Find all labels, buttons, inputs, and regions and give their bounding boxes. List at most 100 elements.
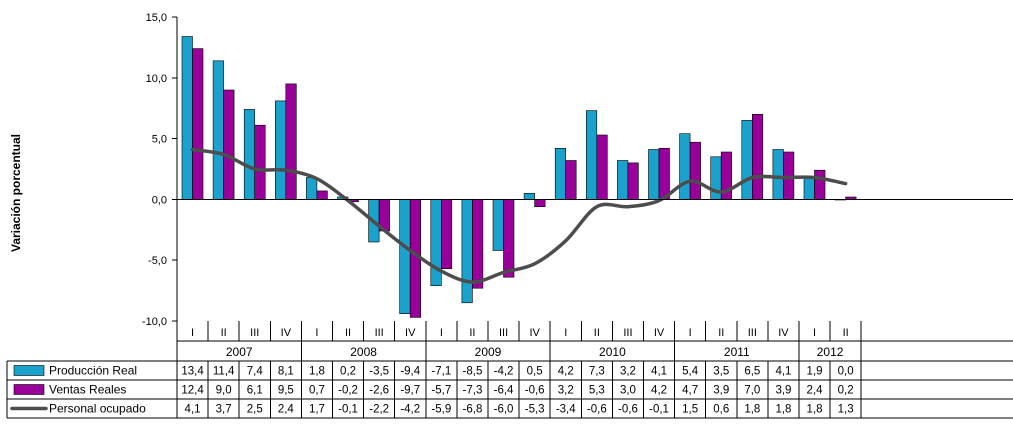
quarter-label: I [813, 327, 816, 339]
data-label: -9,4 [400, 366, 420, 378]
bar [596, 134, 608, 200]
data-label: 4,2 [651, 385, 667, 397]
data-label: -0,2 [338, 385, 358, 397]
y-tick-label: 10,0 [146, 73, 167, 85]
legend-swatch [13, 384, 45, 395]
data-label: -2,2 [369, 404, 389, 416]
data-label: 9,5 [278, 385, 294, 397]
data-label: 13,4 [181, 366, 204, 378]
data-label: 0,7 [309, 385, 325, 397]
bar [306, 177, 318, 200]
year-label: 2007 [226, 345, 253, 359]
bar [648, 149, 660, 200]
y-tick-label: -10,0 [142, 316, 167, 328]
year-label: 2011 [724, 345, 750, 359]
bar [285, 83, 297, 200]
data-label: 3,5 [713, 366, 729, 378]
bar [523, 193, 535, 200]
quarter-label: IV [654, 327, 665, 339]
bar [316, 190, 328, 200]
bar [679, 133, 691, 200]
data-label: 3,7 [216, 404, 232, 416]
data-label: -0,6 [525, 385, 545, 397]
data-label: 3,9 [775, 385, 791, 397]
data-label: 7,0 [744, 385, 760, 397]
data-label: -9,7 [400, 385, 420, 397]
data-label: 1,8 [744, 404, 760, 416]
data-label: -0,6 [618, 404, 638, 416]
quarter-label: IV [281, 327, 292, 339]
data-label: 4,1 [651, 366, 667, 378]
data-label: -2,6 [369, 385, 389, 397]
bar [274, 100, 287, 200]
axes [172, 16, 1013, 418]
data-label: 1,3 [838, 404, 854, 416]
data-label: 3,0 [620, 385, 636, 397]
quarter-label: II [594, 327, 600, 339]
data-label: 0,2 [340, 366, 356, 378]
bar [658, 148, 670, 200]
y-tick-label: 5,0 [152, 134, 167, 146]
bar [689, 141, 701, 200]
data-label: 9,0 [216, 385, 232, 397]
quarter-label: I [191, 327, 194, 339]
legend-swatch [13, 365, 45, 376]
bar [472, 199, 484, 289]
legend-label: Producción Real [49, 364, 137, 378]
bar [751, 114, 764, 200]
data-label: 8,1 [278, 366, 294, 378]
bar [430, 199, 442, 286]
data-label: 1,7 [309, 404, 325, 416]
data-label: 1,5 [682, 404, 698, 416]
bar [803, 176, 815, 200]
data-label: 12,4 [181, 385, 204, 397]
data-label: 5,3 [589, 385, 605, 397]
bar [627, 162, 639, 200]
data-label: -4,2 [494, 366, 514, 378]
bar [534, 199, 546, 207]
y-tick-label: 0,0 [152, 194, 167, 206]
bar [814, 169, 826, 200]
data-label: 1,9 [807, 366, 823, 378]
data-label: 7,3 [589, 366, 605, 378]
data-label: 4,7 [682, 385, 698, 397]
quarter-label: IV [405, 327, 416, 339]
bar [223, 89, 235, 200]
quarter-label: III [250, 327, 259, 339]
data-label: 1,8 [309, 366, 325, 378]
y-tick-label: 15,0 [146, 12, 167, 24]
quarter-label: III [375, 327, 384, 339]
quarter-label: IV [529, 327, 540, 339]
quarter-label: III [623, 327, 632, 339]
bar [192, 48, 204, 200]
data-label: 6,5 [744, 366, 760, 378]
quarter-label: I [440, 327, 443, 339]
data-label: -6,0 [494, 404, 514, 416]
quarter-label: I [689, 327, 692, 339]
bars [181, 36, 857, 318]
labels: Variación porcentual 15,0 10,0 5,0 0,0 -5,0 -… [9, 12, 854, 416]
data-label: 6,1 [247, 385, 263, 397]
bar [585, 110, 598, 200]
data-label: 3,9 [713, 385, 729, 397]
bar [554, 148, 567, 200]
data-label: 4,2 [558, 366, 574, 378]
data-label: -6,4 [494, 385, 514, 397]
quarter-label: II [469, 327, 475, 339]
data-label: -3,5 [369, 366, 389, 378]
quarter-label: II [221, 327, 227, 339]
bar [440, 199, 453, 269]
data-label: -0,1 [338, 404, 358, 416]
data-label: 1,8 [775, 404, 791, 416]
data-label: -6,8 [463, 404, 483, 416]
quarter-label: II [718, 327, 724, 339]
data-label: -7,1 [431, 366, 451, 378]
bar [461, 199, 473, 304]
series-line [190, 147, 848, 284]
bar [772, 149, 784, 200]
data-label: -5,3 [525, 404, 545, 416]
data-label: 5,4 [682, 366, 699, 378]
y-axis-label: Variación porcentual [9, 134, 23, 252]
data-label: 2,4 [807, 385, 824, 397]
